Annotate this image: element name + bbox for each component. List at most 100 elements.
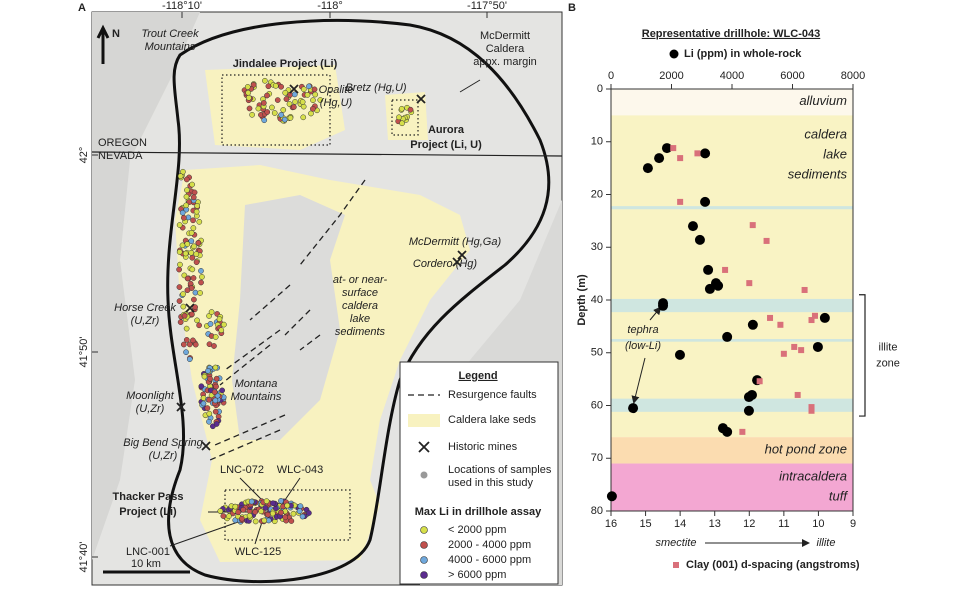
sample-dot: [194, 203, 201, 209]
sample-dot: [188, 229, 195, 236]
place-label-line: at- or near-: [333, 274, 388, 286]
sample-dot: [183, 202, 189, 209]
chart-title: Representative drillhole: WLC-043: [642, 28, 821, 40]
x2-right-label: illite: [817, 537, 836, 549]
leader: [459, 79, 481, 93]
sample-dot: [207, 375, 213, 382]
li-point: [722, 331, 733, 342]
sample-dot: [208, 309, 215, 315]
place-label-line: LNC-001: [126, 546, 170, 558]
sample-dot: [180, 291, 186, 297]
annotation-arrow: [649, 306, 662, 321]
legend-label-line: Historic mines: [448, 441, 518, 453]
sample-dot: [189, 311, 195, 318]
place-label-line: Montana: [235, 378, 278, 390]
legend-label-line: used in this study: [448, 477, 533, 489]
sample-dot: [176, 266, 182, 273]
sample-dot: [206, 396, 212, 403]
map-panel: 10 km N A Legend Max Li in drillhole ass…: [78, 0, 563, 586]
place-label: LNC-072: [220, 464, 264, 476]
band: [611, 398, 853, 412]
legend-label: Resurgence faults: [448, 389, 537, 401]
sample-dot: [265, 83, 272, 90]
sample-dot: [212, 334, 219, 340]
bracket-label-line: illite: [879, 341, 898, 353]
assay-label: 2000 - 4000 ppm: [448, 539, 531, 551]
sample-dot: [287, 92, 293, 98]
sample-dot: [246, 105, 253, 112]
li-point: [743, 405, 754, 416]
place-label: at- or near-surface caldera lake sediments: [333, 274, 388, 338]
sample-dot: [183, 176, 190, 183]
sample-dot: [310, 105, 316, 112]
sample-dot: [186, 356, 193, 363]
li-point: [722, 426, 733, 437]
li-point: [700, 196, 711, 207]
sample-dot: [284, 502, 291, 509]
zone-label: alluvium: [799, 94, 847, 109]
north-arrow: [96, 24, 110, 64]
sample-dot: [407, 106, 414, 113]
y-tick-label: 0: [597, 83, 603, 95]
assay-swatch: [420, 571, 428, 579]
sample-dot: [180, 168, 186, 175]
project-box: [221, 74, 331, 146]
lon-label: -117°50': [467, 0, 507, 12]
place-label-line: NEVADA: [98, 150, 143, 162]
sample-dot: [219, 387, 226, 394]
band: [611, 339, 853, 342]
clay-point: [670, 145, 677, 152]
clay-point: [808, 317, 815, 324]
sample-dot: [261, 117, 268, 124]
sample-dot: [205, 368, 211, 374]
sample-dot: [206, 418, 212, 425]
place-label-line: LNC-072: [220, 464, 264, 476]
sample-dot: [300, 103, 307, 110]
y-tick-label: 50: [591, 347, 603, 359]
sample-dot: [252, 518, 259, 525]
place-label-line: (U,Zr): [136, 403, 165, 415]
bracket-label: illite zone: [876, 341, 900, 369]
sample-dot: [245, 94, 252, 101]
x2-tick-label: 14: [674, 518, 686, 530]
li-point: [628, 403, 639, 414]
place-label: Moonlight (U,Zr): [126, 390, 175, 415]
li-point: [819, 312, 830, 323]
mine: [457, 250, 467, 260]
place-label-line: Cordero (Hg): [413, 258, 478, 270]
annotation: tephra (low-Li): [625, 324, 661, 352]
li-point: [674, 349, 685, 360]
li-point: [661, 143, 672, 154]
zone-label-line: sediments: [788, 167, 848, 182]
sample-dot: [198, 383, 205, 390]
sample-dot: [196, 218, 203, 225]
place-label: Jindalee Project (Li): [233, 58, 338, 70]
legend-label-line: Resurgence faults: [448, 389, 537, 401]
legend-label: Li (ppm) in whole-rock: [684, 48, 802, 60]
place-label-line: (Hg,U): [320, 97, 353, 109]
assay-label: 4000 - 6000 ppm: [448, 554, 531, 566]
place-label-line: WLC-125: [235, 546, 281, 558]
sample-dot: [270, 500, 276, 507]
sample-dot: [216, 316, 223, 323]
place-label-line: Opalite: [319, 84, 354, 96]
sample-dot: [212, 364, 219, 371]
sample-dot: [258, 508, 264, 515]
place-label-line: Project (Li): [119, 506, 177, 518]
place-label-line: Moonlight: [126, 390, 175, 402]
sample-dot: [176, 249, 183, 255]
sample-dot: [211, 343, 217, 349]
sample-dot: [296, 508, 303, 515]
sample-dot: [192, 289, 199, 296]
sample-dot: [269, 510, 276, 517]
place-label-line: caldera: [342, 300, 378, 312]
place-label-line: surface: [342, 287, 378, 299]
sample-dot: [281, 116, 288, 123]
assay-label: < 2000 ppm: [448, 524, 506, 536]
sample-dot: [220, 513, 227, 519]
sample-dot: [183, 325, 190, 332]
sample-dot: [211, 389, 218, 395]
clay-point: [798, 347, 805, 354]
place-label-line: Caldera: [486, 43, 525, 55]
chart-panel: alluvium caldera lake sediments hot pond zon…: [568, 2, 900, 571]
